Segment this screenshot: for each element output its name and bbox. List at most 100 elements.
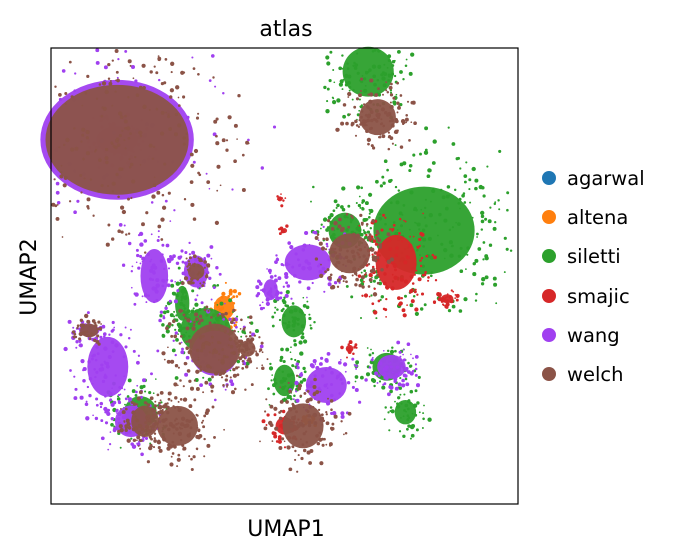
point-smajic (420, 292, 425, 296)
point-siletti (384, 406, 387, 409)
point-siletti (484, 217, 488, 221)
point-wang (269, 275, 274, 279)
point-welch (213, 435, 216, 439)
point-welch (288, 430, 292, 433)
point-siletti (457, 254, 461, 258)
point-siletti (381, 385, 386, 390)
point-welch (363, 103, 366, 106)
point-wang (134, 79, 138, 83)
point-welch (256, 367, 258, 369)
point-smajic (414, 288, 417, 291)
point-welch (305, 430, 308, 433)
point-siletti (402, 161, 407, 166)
point-welch (325, 411, 328, 414)
point-wang (175, 261, 180, 266)
point-siletti (367, 71, 370, 73)
point-wang (61, 69, 66, 73)
point-siletti (424, 198, 427, 201)
point-welch (196, 277, 200, 281)
point-altena (214, 301, 218, 306)
point-siletti (466, 253, 469, 256)
point-welch (202, 281, 205, 284)
point-welch (360, 121, 363, 124)
point-siletti (400, 417, 402, 419)
point-siletti (458, 197, 462, 201)
point-welch (370, 144, 374, 148)
point-welch (118, 111, 123, 116)
point-wang (100, 367, 105, 372)
point-wang (406, 342, 411, 347)
point-siletti (354, 63, 359, 67)
point-wang (206, 271, 210, 275)
point-welch (184, 316, 187, 320)
point-welch (168, 127, 173, 131)
point-welch (146, 414, 151, 419)
point-welch (180, 70, 185, 75)
point-welch (305, 441, 309, 444)
point-siletti (309, 324, 312, 327)
point-siletti (409, 190, 414, 195)
point-wang (99, 405, 103, 409)
point-welch (334, 247, 337, 250)
point-welch (160, 217, 165, 222)
point-siletti (299, 380, 304, 384)
point-siletti (297, 317, 300, 321)
point-welch (213, 347, 216, 350)
point-welch (135, 403, 139, 406)
point-siletti (332, 97, 335, 100)
point-welch (189, 426, 193, 430)
point-welch (197, 358, 200, 362)
point-wang (351, 357, 355, 361)
point-siletti (377, 49, 381, 53)
point-smajic (420, 232, 425, 237)
point-wang (267, 268, 272, 273)
point-siletti (180, 327, 184, 331)
point-siletti (341, 207, 346, 212)
point-welch (117, 429, 121, 434)
point-wang (374, 371, 379, 376)
point-wang (121, 415, 126, 420)
point-welch (223, 329, 227, 333)
point-wang (323, 290, 326, 293)
point-siletti (431, 188, 436, 194)
point-wang (210, 298, 213, 301)
point-welch (157, 55, 160, 58)
point-altena (232, 295, 236, 299)
point-welch (295, 421, 298, 424)
point-welch (396, 101, 400, 105)
point-siletti (281, 370, 285, 374)
point-smajic (445, 299, 449, 303)
point-welch (372, 146, 376, 150)
point-welch (160, 238, 164, 241)
point-welch (182, 142, 186, 146)
point-siletti (472, 272, 477, 277)
point-welch (176, 406, 179, 409)
point-welch (302, 424, 304, 427)
point-welch (193, 379, 197, 382)
point-welch (261, 366, 265, 370)
point-siletti (509, 249, 513, 252)
point-welch (371, 219, 376, 223)
point-welch (86, 74, 90, 78)
point-siletti (306, 300, 309, 303)
point-wang (119, 333, 123, 337)
point-siletti (342, 78, 345, 81)
point-welch (179, 398, 183, 401)
point-welch (405, 121, 408, 124)
point-siletti (380, 295, 385, 299)
point-siletti (430, 200, 432, 203)
point-welch (214, 220, 220, 226)
point-welch (221, 348, 225, 351)
point-wang (315, 365, 320, 371)
point-welch (118, 424, 123, 429)
point-wang (55, 181, 60, 186)
point-wang (117, 57, 120, 61)
point-welch (104, 147, 109, 152)
point-smajic (261, 419, 266, 424)
point-welch (193, 277, 197, 280)
point-welch (374, 93, 379, 97)
point-wang (95, 370, 99, 374)
point-siletti (440, 242, 444, 246)
point-welch (167, 427, 171, 432)
point-smajic (273, 434, 278, 439)
